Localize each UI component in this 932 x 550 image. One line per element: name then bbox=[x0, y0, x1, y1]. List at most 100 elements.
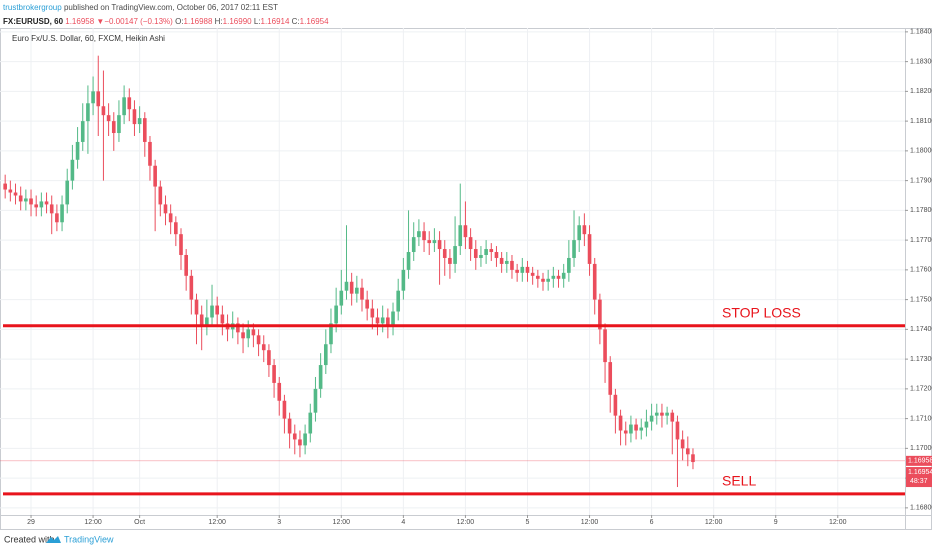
candle-body bbox=[675, 421, 680, 440]
countdown: 48:37 bbox=[910, 478, 928, 485]
candle-body bbox=[623, 430, 628, 434]
candle-body bbox=[91, 91, 95, 104]
candle-body bbox=[375, 317, 380, 324]
candle-body bbox=[468, 237, 473, 250]
x-tick-label: 29 bbox=[27, 519, 35, 526]
candle-body bbox=[323, 344, 328, 366]
arrow: ▼ bbox=[96, 17, 104, 26]
candle-body bbox=[417, 231, 421, 238]
candle-body bbox=[163, 204, 168, 214]
brand-icon bbox=[46, 536, 61, 543]
candle-body bbox=[349, 281, 354, 294]
candle-body bbox=[256, 335, 261, 345]
candle-body bbox=[649, 415, 654, 422]
candle-body bbox=[210, 305, 214, 318]
candle-body bbox=[654, 412, 659, 416]
candle-body bbox=[44, 201, 49, 205]
candle-body bbox=[453, 246, 457, 264]
x-tick-label: 12:00 bbox=[457, 519, 475, 526]
candle-body bbox=[365, 299, 369, 309]
candle-body bbox=[592, 263, 597, 300]
candle-body bbox=[272, 365, 276, 383]
candle-body bbox=[241, 332, 245, 339]
candle-body bbox=[670, 412, 675, 422]
l-value: 1.16914 bbox=[261, 17, 290, 26]
candle-body bbox=[261, 344, 266, 351]
candle-body bbox=[117, 115, 121, 134]
y-tick-label: 1.17700 bbox=[910, 237, 932, 244]
x-tick-label: 12:00 bbox=[208, 519, 226, 526]
candle-body bbox=[618, 415, 623, 431]
candle-body bbox=[8, 189, 13, 193]
candle-body bbox=[499, 257, 504, 264]
candle-body bbox=[60, 204, 64, 223]
candle-body bbox=[75, 141, 80, 160]
candle-body bbox=[427, 240, 432, 244]
candle-body bbox=[629, 424, 633, 434]
candle-body bbox=[287, 418, 292, 434]
candle-body bbox=[132, 109, 137, 125]
candle-body bbox=[194, 299, 199, 315]
candle-body bbox=[401, 269, 406, 291]
candle-body bbox=[530, 272, 535, 276]
level-label: STOP LOSS bbox=[722, 304, 801, 320]
price-tag-label: 1.16958 bbox=[908, 458, 932, 465]
y-tick-label: 1.18200 bbox=[910, 88, 932, 95]
y-tick-label: 1.17300 bbox=[910, 356, 932, 363]
candle-body bbox=[489, 249, 494, 253]
y-tick-label: 1.17600 bbox=[910, 267, 932, 274]
candle-body bbox=[587, 234, 592, 264]
y-tick-label: 1.17500 bbox=[910, 296, 932, 303]
candle-body bbox=[556, 275, 561, 279]
footer-created: Created with bbox=[4, 534, 55, 544]
candle-body bbox=[504, 260, 509, 264]
candle-body bbox=[665, 412, 669, 416]
candle-body bbox=[344, 281, 349, 291]
x-tick-label: 6 bbox=[650, 519, 654, 526]
candle-body bbox=[96, 91, 101, 107]
o-value: 1.16988 bbox=[184, 17, 213, 26]
candle-body bbox=[634, 424, 638, 431]
candle-body bbox=[220, 314, 225, 324]
candle-body bbox=[360, 287, 364, 300]
candle-body bbox=[479, 254, 483, 258]
candle-body bbox=[380, 317, 385, 324]
x-tick-label: 12:00 bbox=[705, 519, 723, 526]
grid bbox=[0, 28, 905, 515]
h-label: H: bbox=[215, 17, 223, 26]
y-tick-label: 1.17900 bbox=[910, 177, 932, 184]
candle-body bbox=[422, 231, 426, 241]
y-tick-label: 1.18000 bbox=[910, 148, 932, 155]
l-label: L: bbox=[254, 17, 261, 26]
candle-body bbox=[329, 323, 333, 345]
legend: Euro Fx/U.S. Dollar, 60, FXCM, Heikin As… bbox=[12, 34, 165, 43]
candle-body bbox=[370, 308, 375, 318]
candle-body bbox=[391, 311, 395, 327]
candle-body bbox=[318, 365, 323, 389]
y-tick-label: 1.17000 bbox=[910, 445, 932, 452]
candle-body bbox=[639, 427, 644, 431]
candle-body bbox=[29, 198, 33, 205]
axes: 1.168001.169001.170001.171001.172001.173… bbox=[27, 29, 932, 526]
candle-body bbox=[536, 275, 540, 279]
candle-body bbox=[13, 192, 18, 196]
candle-body bbox=[80, 121, 85, 142]
candle-body bbox=[153, 165, 157, 187]
candle-body bbox=[448, 257, 452, 264]
y-tick-label: 1.18300 bbox=[910, 58, 932, 65]
candle-body bbox=[644, 421, 649, 428]
candle-body bbox=[215, 305, 220, 315]
candle-body bbox=[70, 159, 75, 181]
candle-body bbox=[572, 240, 576, 258]
candle-body bbox=[334, 305, 338, 324]
x-tick-label: 12:00 bbox=[333, 519, 351, 526]
level-label: SELL bbox=[722, 473, 756, 489]
candle-body bbox=[86, 103, 90, 122]
candle-body bbox=[39, 201, 44, 208]
candle-body bbox=[608, 362, 613, 395]
candle-body bbox=[18, 195, 23, 202]
candle-body bbox=[142, 118, 147, 142]
candle-body bbox=[313, 388, 318, 413]
